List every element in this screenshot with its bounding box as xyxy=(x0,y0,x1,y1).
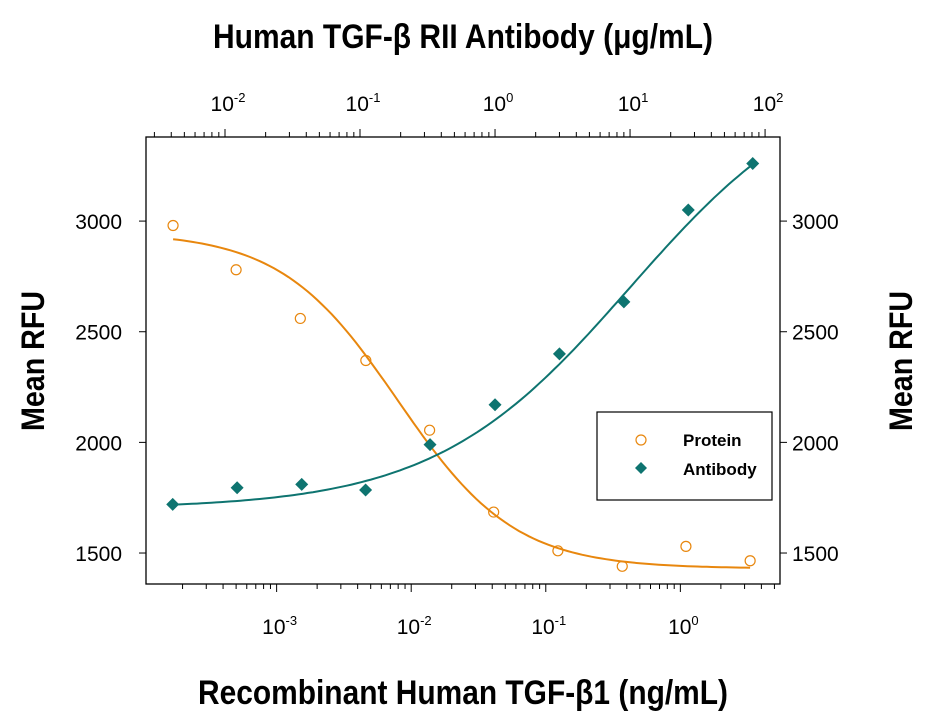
bottom-x-tick-label: 10-3 xyxy=(262,613,297,639)
protein-fit-curve xyxy=(172,238,751,569)
left-y-tick-label: 2500 xyxy=(75,322,122,345)
antibody-point xyxy=(746,157,760,171)
left-y-tick-label: 1500 xyxy=(75,543,122,566)
axes: 10-3 10-2 10-1 100 10-2 10-1 100 101 102 1500 1500… xyxy=(75,90,838,639)
fit-curves xyxy=(172,163,754,569)
legend-box xyxy=(596,411,773,501)
data-points xyxy=(166,157,760,572)
right-y-axis-title: Mean RFU xyxy=(883,291,919,431)
protein-point xyxy=(616,560,628,572)
left-y-axis-title: Mean RFU xyxy=(15,291,51,431)
antibody-point xyxy=(230,481,244,495)
right-y-tick-label: 1500 xyxy=(792,543,839,566)
antibody-point xyxy=(552,347,566,361)
protein-point xyxy=(488,506,500,518)
top-axis-title: Human TGF-β RII Antibody (μg/mL) xyxy=(213,18,713,56)
top-x-tick-label: 10-2 xyxy=(211,90,246,116)
bottom-x-tick-label: 10-1 xyxy=(531,613,566,639)
antibody-point xyxy=(166,497,180,511)
bottom-axis-title: Recombinant Human TGF-β1 (ng/mL) xyxy=(198,674,728,712)
legend-protein-label: Protein xyxy=(683,431,742,450)
legend-protein-marker xyxy=(635,434,647,446)
legend-antibody-label: Antibody xyxy=(683,460,757,479)
antibody-point xyxy=(617,295,631,309)
plot-frame xyxy=(145,136,781,585)
antibody-point xyxy=(295,477,309,491)
top-x-tick-label: 102 xyxy=(753,90,784,116)
right-y-tick-label: 2000 xyxy=(792,432,839,455)
right-y-tick-label: 2500 xyxy=(792,322,839,345)
protein-point xyxy=(360,354,372,367)
bottom-x-tick-label: 100 xyxy=(668,613,699,639)
protein-point xyxy=(294,312,306,325)
protein-point xyxy=(230,264,242,276)
antibody-point xyxy=(423,438,437,452)
protein-point xyxy=(680,540,692,552)
antibody-fit-curve xyxy=(172,163,754,506)
left-y-tick-label: 2000 xyxy=(75,432,122,455)
protein-point xyxy=(167,219,179,232)
protein-point xyxy=(744,555,756,567)
antibody-point xyxy=(359,483,373,497)
legend-antibody-marker xyxy=(635,462,647,474)
left-y-tick-label: 3000 xyxy=(75,211,122,234)
antibody-point xyxy=(488,398,502,412)
top-x-tick-label: 10-1 xyxy=(346,90,381,116)
top-x-tick-label: 101 xyxy=(618,90,649,116)
right-y-tick-label: 3000 xyxy=(792,211,839,234)
antibody-point xyxy=(681,203,695,217)
top-x-tick-label: 100 xyxy=(483,90,514,116)
protein-point xyxy=(424,424,436,436)
legend: Protein Antibody xyxy=(596,411,773,501)
protein-point xyxy=(552,545,564,557)
bottom-x-tick-label: 10-2 xyxy=(397,613,432,639)
